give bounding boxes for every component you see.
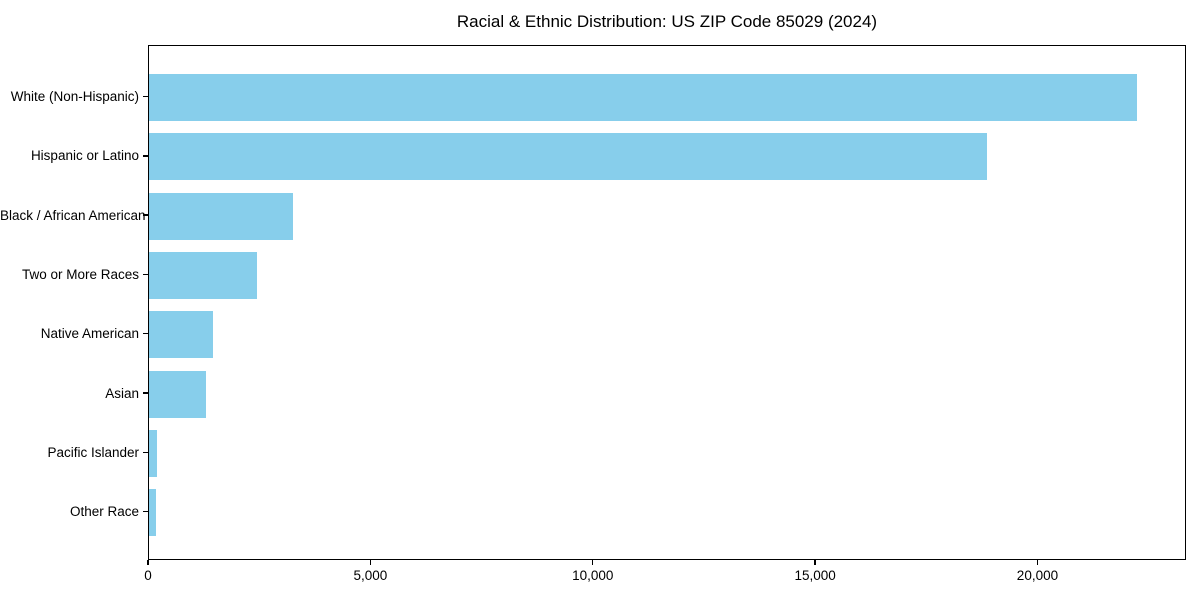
x-tick-label-10000: 10,000 bbox=[572, 568, 614, 583]
y-tick-label-white-non-hispanic: White (Non-Hispanic) bbox=[10, 89, 139, 104]
y-tick-label-black-african-american: Black / African American bbox=[0, 207, 146, 223]
y-tick-label-other-race: Other Race bbox=[69, 504, 139, 520]
y-tick-label-two-or-more-races: Two or More Races bbox=[21, 266, 139, 282]
x-tick-mark-15000 bbox=[814, 560, 816, 565]
bar-other-race bbox=[149, 489, 157, 537]
y-tick-mark-pacific-islander bbox=[143, 451, 148, 454]
y-tick-mark-two-or-more-races bbox=[143, 273, 148, 276]
x-tick-label-5000: 5,000 bbox=[353, 568, 388, 583]
y-tick-label-native-american: Native American bbox=[40, 326, 139, 342]
bar-two-or-more-races bbox=[149, 251, 257, 299]
x-tick-mark-10000 bbox=[591, 560, 594, 565]
x-tick-label-15000: 15,000 bbox=[794, 568, 836, 583]
x-tick-mark-0 bbox=[147, 560, 149, 565]
y-tick-label-hispanic-or-latino: Hispanic or Latino bbox=[30, 148, 139, 164]
bar-black-african-american bbox=[149, 192, 293, 240]
bar-asian bbox=[149, 370, 207, 418]
y-tick-mark-black-african-american bbox=[143, 214, 148, 216]
bar-native-american bbox=[149, 311, 213, 359]
plot-area bbox=[148, 45, 1186, 560]
x-tick-label-0: 0 bbox=[144, 568, 152, 583]
y-tick-mark-hispanic-or-latino bbox=[143, 155, 148, 157]
bar-hispanic-or-latino bbox=[149, 133, 988, 181]
y-tick-mark-native-american bbox=[143, 332, 148, 335]
y-tick-label-asian: Asian bbox=[105, 385, 139, 401]
bar-pacific-islander bbox=[149, 429, 157, 477]
x-tick-mark-5000 bbox=[369, 560, 372, 565]
x-tick-label-20000: 20,000 bbox=[1016, 568, 1059, 583]
bar-white-non-hispanic bbox=[149, 74, 1138, 121]
y-tick-mark-white-non-hispanic bbox=[143, 95, 148, 98]
y-tick-label-pacific-islander: Pacific Islander bbox=[47, 444, 139, 460]
x-tick-mark-20000 bbox=[1036, 560, 1039, 565]
y-tick-mark-asian bbox=[143, 392, 148, 394]
chart-title: Racial & Ethnic Distribution: US ZIP Cod… bbox=[456, 12, 878, 31]
y-tick-mark-other-race bbox=[143, 510, 148, 513]
